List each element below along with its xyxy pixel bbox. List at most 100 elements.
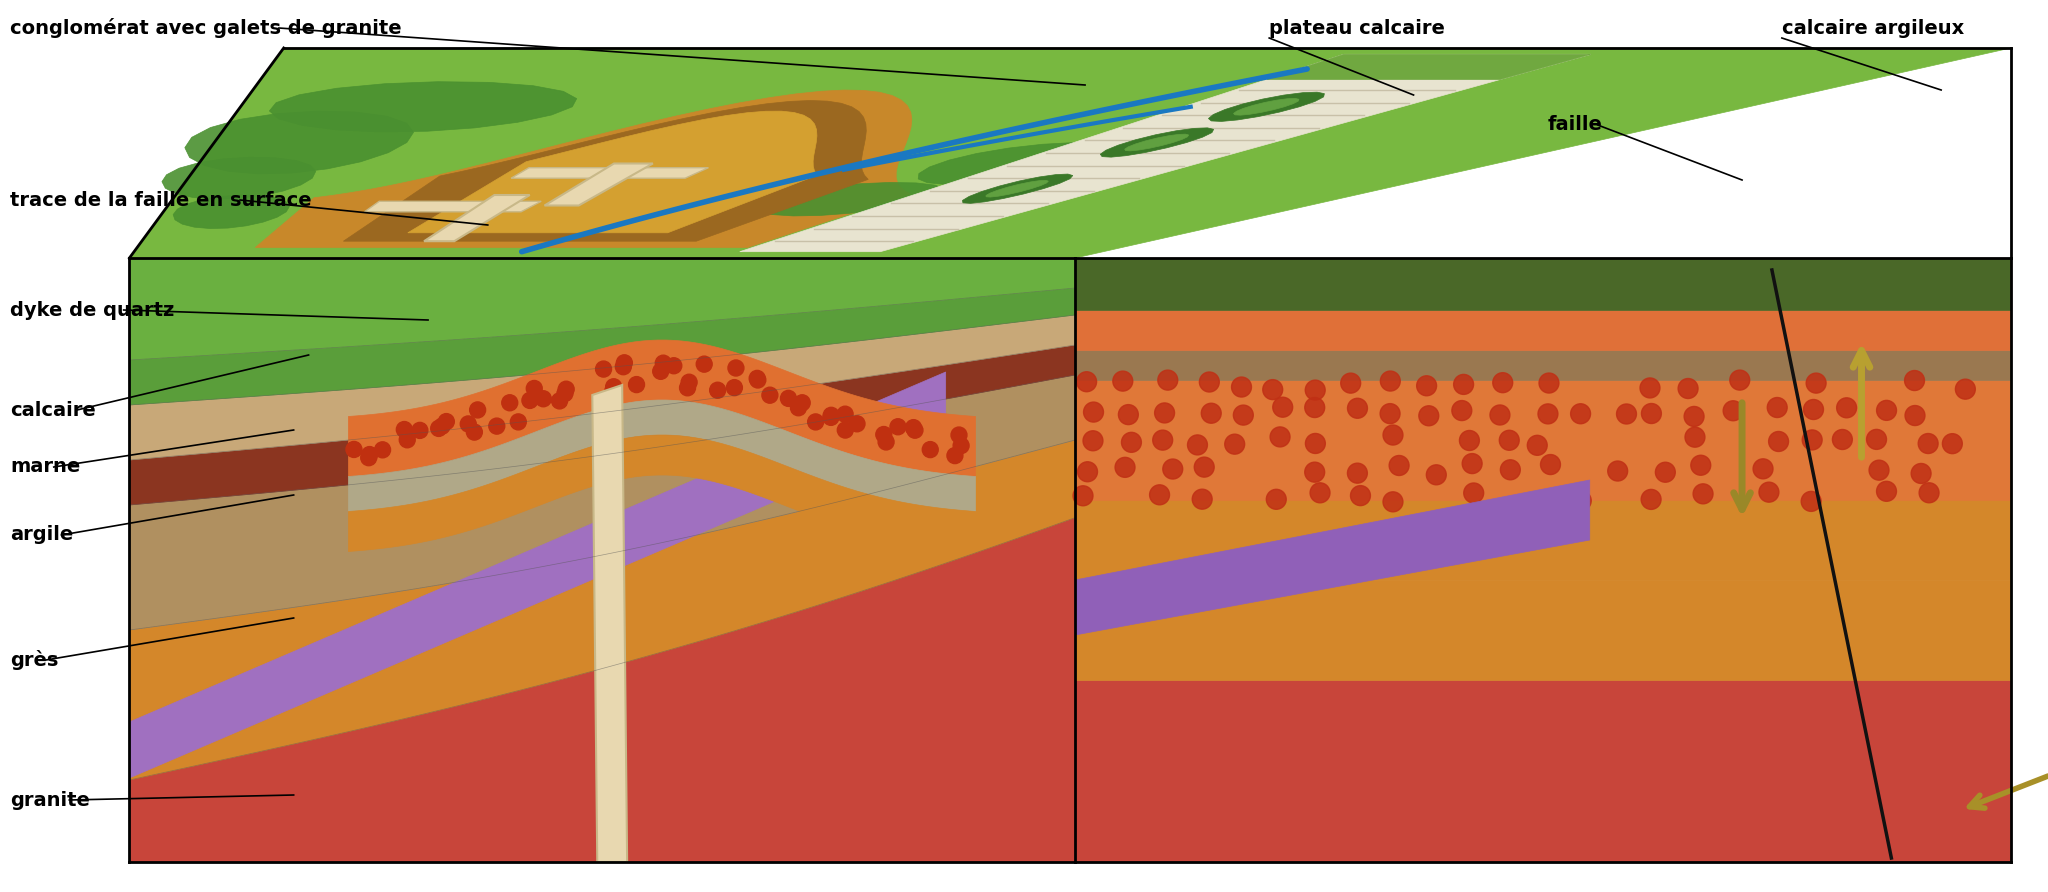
- Circle shape: [469, 402, 485, 418]
- Circle shape: [1640, 378, 1661, 398]
- Polygon shape: [1075, 680, 2011, 862]
- Polygon shape: [129, 517, 1075, 862]
- Circle shape: [727, 360, 743, 376]
- Polygon shape: [1075, 480, 1589, 635]
- Circle shape: [1225, 434, 1245, 454]
- Circle shape: [905, 419, 922, 435]
- Circle shape: [680, 380, 696, 396]
- Circle shape: [1876, 401, 1896, 420]
- Circle shape: [1767, 398, 1788, 417]
- Circle shape: [1200, 372, 1219, 392]
- Circle shape: [522, 392, 539, 409]
- Circle shape: [762, 387, 778, 403]
- Circle shape: [877, 426, 891, 442]
- Polygon shape: [365, 202, 541, 211]
- Circle shape: [727, 380, 741, 396]
- Circle shape: [1464, 483, 1483, 503]
- Polygon shape: [129, 345, 1075, 505]
- Polygon shape: [985, 180, 1049, 197]
- Polygon shape: [1075, 580, 2011, 680]
- Circle shape: [1800, 491, 1821, 511]
- Polygon shape: [270, 82, 578, 132]
- Circle shape: [838, 422, 854, 438]
- Circle shape: [795, 395, 811, 411]
- Circle shape: [1655, 462, 1675, 483]
- Circle shape: [1919, 434, 1937, 453]
- Text: argile: argile: [10, 525, 74, 544]
- Circle shape: [614, 359, 631, 375]
- Polygon shape: [162, 157, 315, 199]
- Circle shape: [1112, 371, 1133, 391]
- Circle shape: [438, 414, 455, 430]
- Polygon shape: [174, 195, 289, 228]
- Circle shape: [1311, 483, 1329, 503]
- Circle shape: [535, 391, 551, 407]
- Polygon shape: [1075, 350, 2011, 380]
- Circle shape: [1149, 485, 1169, 505]
- Circle shape: [1919, 483, 1939, 503]
- Circle shape: [1876, 482, 1896, 501]
- Circle shape: [922, 442, 938, 458]
- Circle shape: [907, 422, 924, 438]
- Circle shape: [653, 363, 670, 379]
- Circle shape: [1731, 370, 1749, 390]
- Circle shape: [1118, 405, 1139, 425]
- Circle shape: [1157, 370, 1178, 390]
- Polygon shape: [344, 101, 868, 241]
- Circle shape: [1677, 378, 1698, 399]
- Circle shape: [1233, 405, 1253, 425]
- Circle shape: [1837, 398, 1858, 417]
- Circle shape: [1341, 373, 1360, 393]
- Circle shape: [434, 418, 451, 434]
- Circle shape: [1348, 463, 1368, 483]
- Circle shape: [696, 356, 713, 372]
- Circle shape: [430, 420, 446, 436]
- Text: trace de la faille en surface: trace de la faille en surface: [10, 191, 311, 210]
- Polygon shape: [1075, 470, 2011, 580]
- Polygon shape: [348, 340, 975, 476]
- Circle shape: [489, 418, 504, 434]
- Circle shape: [1188, 435, 1208, 455]
- Polygon shape: [918, 143, 1120, 185]
- Circle shape: [1571, 491, 1591, 511]
- Circle shape: [360, 450, 377, 466]
- Circle shape: [596, 361, 612, 377]
- Circle shape: [1452, 401, 1473, 420]
- Circle shape: [838, 406, 854, 422]
- Circle shape: [1077, 462, 1098, 482]
- Circle shape: [1640, 490, 1661, 509]
- Polygon shape: [1208, 92, 1325, 121]
- Circle shape: [1493, 373, 1513, 392]
- Circle shape: [1083, 402, 1104, 422]
- Circle shape: [1419, 406, 1440, 425]
- Circle shape: [1571, 404, 1591, 424]
- Polygon shape: [1096, 710, 1454, 862]
- Circle shape: [1163, 459, 1182, 479]
- Circle shape: [1640, 403, 1661, 424]
- Circle shape: [510, 414, 526, 430]
- Polygon shape: [512, 168, 709, 178]
- Circle shape: [1270, 427, 1290, 447]
- Polygon shape: [592, 385, 627, 862]
- Circle shape: [711, 383, 725, 398]
- Circle shape: [791, 400, 807, 416]
- Circle shape: [1348, 398, 1368, 418]
- Text: dyke de quartz: dyke de quartz: [10, 301, 174, 319]
- Circle shape: [1802, 430, 1823, 450]
- Polygon shape: [129, 315, 1075, 460]
- Circle shape: [1454, 375, 1475, 394]
- Circle shape: [1870, 460, 1888, 480]
- Circle shape: [1272, 397, 1292, 417]
- Circle shape: [526, 381, 543, 396]
- Text: marne: marne: [10, 458, 80, 476]
- Polygon shape: [545, 163, 653, 205]
- Circle shape: [1194, 457, 1214, 477]
- Circle shape: [823, 409, 840, 425]
- Circle shape: [850, 416, 864, 432]
- Polygon shape: [129, 288, 1075, 405]
- Circle shape: [629, 376, 645, 392]
- Circle shape: [1083, 431, 1104, 450]
- Polygon shape: [1075, 380, 2011, 500]
- Circle shape: [551, 392, 567, 409]
- Circle shape: [823, 408, 840, 424]
